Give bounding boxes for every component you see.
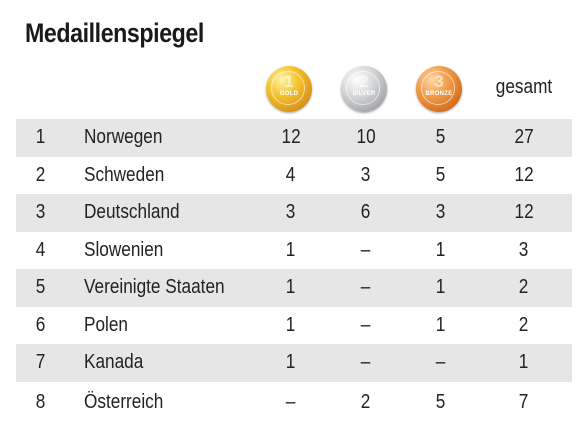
silver-medal-number: 2 [359,72,369,91]
bronze-medal-ring [421,71,455,105]
country-cell: Norwegen [84,126,163,149]
total-cell: 1 [519,351,529,374]
rank-cell: 1 [36,126,46,149]
bronze-medal-label: BRONZE [425,91,453,97]
table-row: 5 Vereinigte Staaten 1 – 1 2 [16,269,572,307]
silver-cell: 2 [361,391,371,413]
rank-cell: 7 [36,351,46,374]
country-cell: Kanada [84,351,144,374]
total-cell: 7 [519,391,529,413]
gold-cell: – [286,391,296,413]
table-row: 2 Schweden 4 3 5 12 [16,157,572,195]
silver-cell: 10 [356,126,376,149]
gold-medal-ring [271,71,305,105]
gold-cell: 12 [281,126,301,149]
total-column-header: gesamt [495,76,553,98]
page-title: Medaillenspiegel [25,18,204,48]
gold-medal-label: GOLD [279,91,299,97]
silver-cell: – [361,313,371,336]
bronze-cell: 5 [436,126,446,149]
table-row: 4 Slowenien 1 – 1 3 [16,232,572,270]
silver-cell: 3 [361,163,371,186]
gold-cell: 1 [286,238,296,261]
country-cell: Vereinigte Staaten [84,276,225,299]
total-cell: 12 [514,201,534,224]
rank-cell: 8 [36,391,46,413]
table-row: 8 Österreich – 2 5 7 [16,382,572,424]
silver-medal-label: SILVER [352,91,376,97]
gold-cell: 1 [286,351,296,374]
table-row: 1 Norwegen 12 10 5 27 [16,119,572,157]
country-cell: Österreich [84,391,164,413]
rank-cell: 6 [36,313,46,336]
country-cell: Polen [84,313,128,336]
country-cell: Slowenien [84,238,164,261]
bronze-cell: 1 [436,276,446,299]
bronze-cell: 1 [436,238,446,261]
rank-cell: 5 [36,276,46,299]
silver-cell: 6 [361,201,371,224]
silver-cell: – [361,276,371,299]
bronze-cell: 5 [436,391,446,413]
silver-cell: – [361,351,371,374]
gold-cell: 1 [286,276,296,299]
bronze-cell: – [436,351,446,374]
bronze-cell: 1 [436,313,446,336]
medal-table: 1 Norwegen 12 10 5 27 2 Schweden 4 3 5 1… [16,119,572,424]
bronze-medal-number: 3 [434,72,444,91]
total-cell: 2 [519,313,529,336]
table-row: 3 Deutschland 3 6 3 12 [16,194,572,232]
silver-medal-ring [346,71,380,105]
silver-cell: – [361,238,371,261]
total-cell: 27 [514,126,534,149]
rank-cell: 2 [36,163,46,186]
table-row: 6 Polen 1 – 1 2 [16,307,572,345]
table-row: 7 Kanada 1 – – 1 [16,344,572,382]
silver-medal-icon: 2 SILVER [341,66,387,112]
gold-medal-icon: 1 GOLD [266,66,312,112]
total-cell: 2 [519,276,529,299]
bronze-cell: 3 [436,201,446,224]
rank-cell: 3 [36,201,46,224]
gold-medal-number: 1 [284,72,294,91]
bronze-medal-icon: 3 BRONZE [416,66,462,112]
gold-cell: 3 [286,201,296,224]
gold-cell: 1 [286,313,296,336]
total-cell: 3 [519,238,529,261]
bronze-cell: 5 [436,163,446,186]
country-cell: Deutschland [84,201,180,224]
total-cell: 12 [514,163,534,186]
rank-cell: 4 [36,238,46,261]
country-cell: Schweden [84,163,165,186]
gold-cell: 4 [286,163,296,186]
